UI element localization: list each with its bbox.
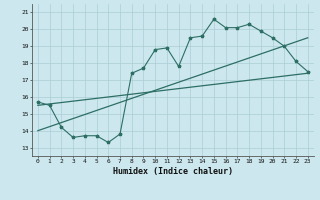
X-axis label: Humidex (Indice chaleur): Humidex (Indice chaleur) [113,167,233,176]
